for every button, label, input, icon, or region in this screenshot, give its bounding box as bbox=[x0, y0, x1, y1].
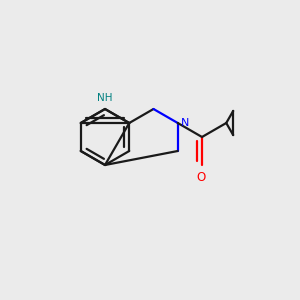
Text: O: O bbox=[196, 171, 206, 184]
Text: NH: NH bbox=[97, 93, 113, 103]
Text: N: N bbox=[181, 118, 189, 128]
